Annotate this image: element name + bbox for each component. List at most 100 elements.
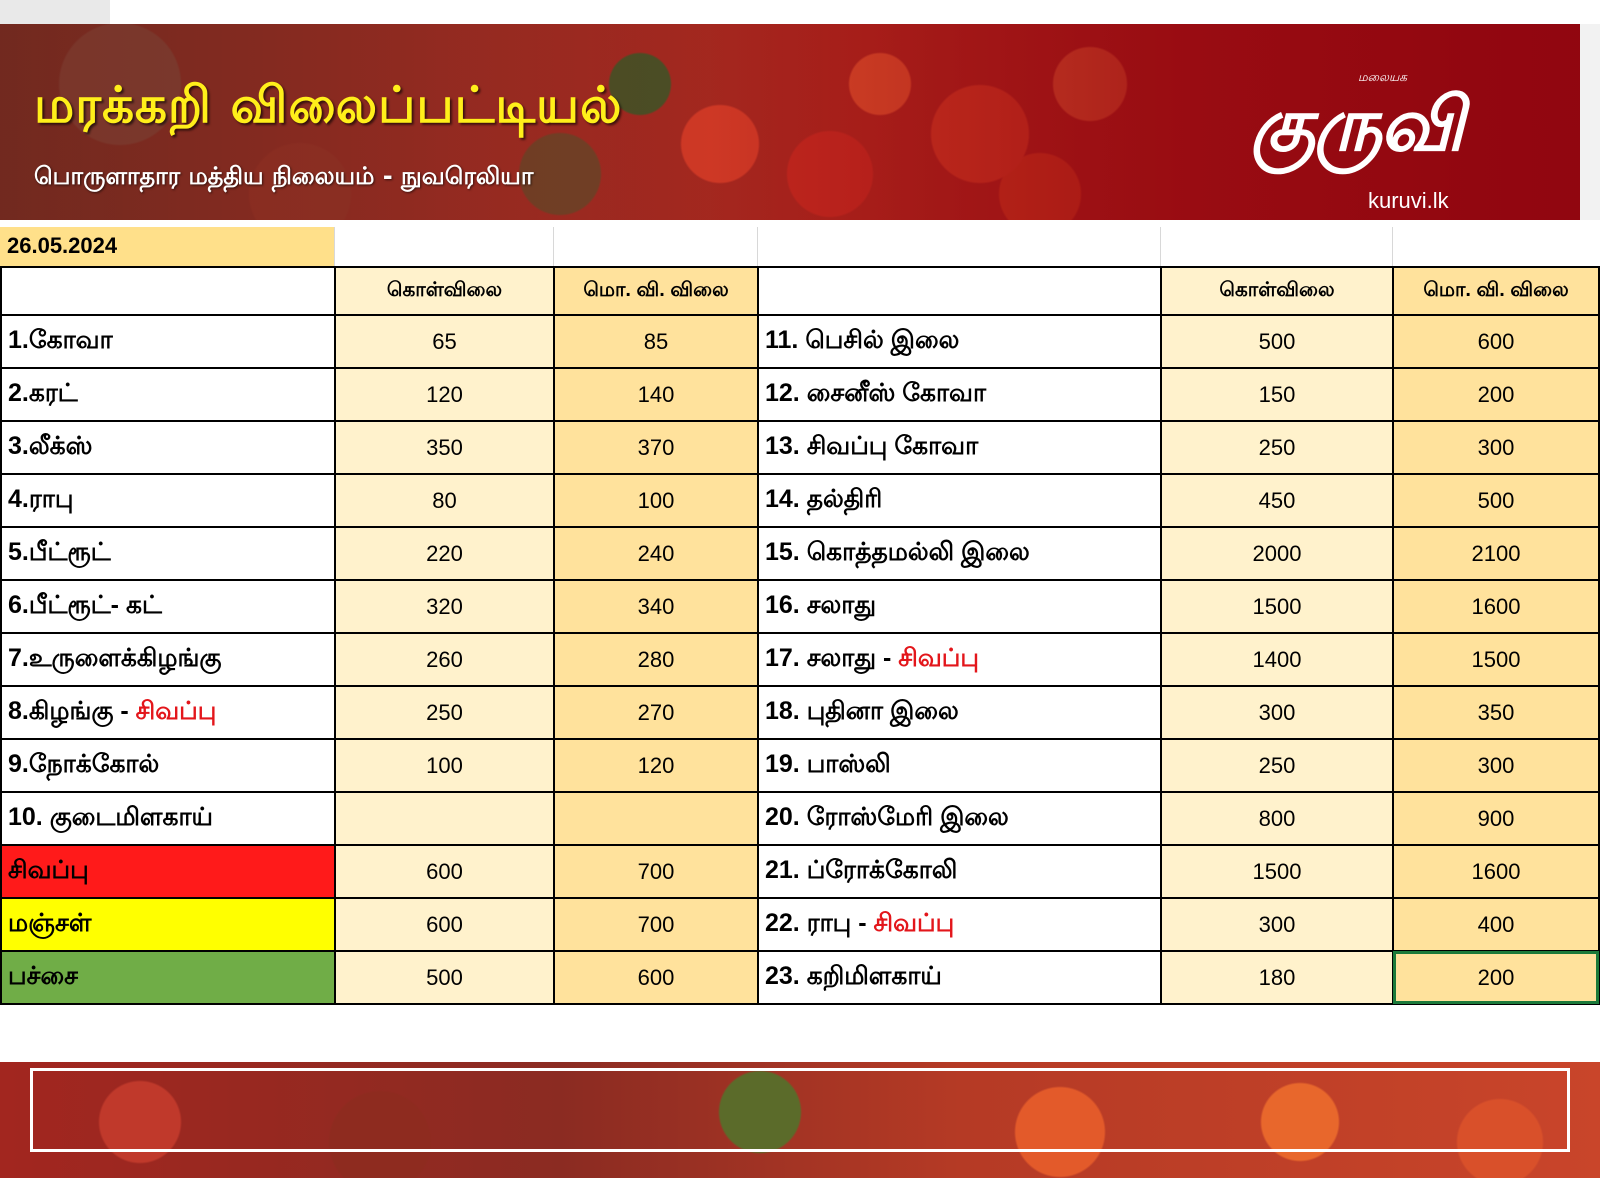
gridline [1392, 227, 1393, 266]
wholesale-price-cell: 500 [334, 950, 555, 1005]
header-banner: மரக்கறி விலைப்பட்டியல் பொருளாதார மத்திய … [0, 24, 1580, 220]
wholesale-price-cell: 250 [1160, 738, 1394, 793]
retail-price-cell: 200 [1392, 367, 1600, 422]
wholesale-price-cell: 800 [1160, 791, 1394, 846]
wholesale-price-cell: 1400 [1160, 632, 1394, 687]
wholesale-price-cell: 320 [334, 579, 555, 634]
item-name-cell: 12. சைனீஸ் கோவா [757, 367, 1162, 422]
item-name-cell: 5.பீட்ரூட் [0, 526, 336, 581]
item-name-cell: 6.பீட்ரூட்- கட் [0, 579, 336, 634]
price-table-body: கொள்விலை மொ. வி. விலை கொள்விலை மொ. வி. வ… [0, 266, 1600, 1005]
item-name: 19. பாஸ்லி [765, 749, 891, 778]
retail-price-cell: 200 [1392, 950, 1600, 1005]
retail-price-cell: 600 [1392, 314, 1600, 369]
page-subtitle: பொருளாதார மத்திய நிலையம் - நுவரெலியா [34, 162, 534, 190]
item-name: 2.கரட் [8, 378, 78, 407]
item-name-cell: 1.கோவா [0, 314, 336, 369]
item-name-cell: 9.நோக்கோல் [0, 738, 336, 793]
item-name: 10. குடைமிளகாய் [8, 802, 213, 831]
wholesale-price-cell: 1500 [1160, 579, 1394, 634]
retail-price-cell: 1600 [1392, 844, 1600, 899]
wholesale-price-cell: 300 [1160, 897, 1394, 952]
item-name-cell: பச்சை [0, 950, 336, 1005]
table-row: பச்சை 500 600 23. கறிமிளகாய் 180 200 [0, 950, 1600, 1005]
item-name-cell: 23. கறிமிளகாய் [757, 950, 1162, 1005]
top-strip [0, 0, 1600, 24]
item-name-cell: 10. குடைமிளகாய் [0, 791, 336, 846]
wholesale-price-cell: 600 [334, 897, 555, 952]
item-name: 20. ரோஸ்மேரி இலை [765, 802, 1009, 831]
footer-frame [30, 1068, 1570, 1152]
item-name: 1.கோவா [8, 325, 113, 354]
gridline [553, 227, 554, 266]
item-name: 17. சலாது - [765, 643, 899, 672]
table-row: மஞ்சள் 600 700 22. ராபு - சிவப்பு 300 400 [0, 897, 1600, 952]
logo-url: kuruvi.lk [1368, 188, 1449, 213]
table-row: 6.பீட்ரூட்- கட் 320 340 16. சலாது 1500 1600 [0, 579, 1600, 634]
table-header-row: கொள்விலை மொ. வி. விலை கொள்விலை மொ. வி. வ… [0, 266, 1600, 316]
item-variant-red: சிவப்பு [898, 643, 979, 672]
item-name-cell: 4.ராபு [0, 473, 336, 528]
item-name-cell: 16. சலாது [757, 579, 1162, 634]
item-name: 4.ராபு [8, 484, 74, 513]
wholesale-price-cell: 80 [334, 473, 555, 528]
table-row: 10. குடைமிளகாய் 20. ரோஸ்மேரி இலை 800 900 [0, 791, 1600, 846]
retail-price-cell: 350 [1392, 685, 1600, 740]
item-name-cell: 17. சலாது - சிவப்பு [757, 632, 1162, 687]
item-name-cell: 22. ராபு - சிவப்பு [757, 897, 1162, 952]
kuruvi-logo: மலையக குருவி kuruvi.lk [1250, 64, 1510, 220]
price-table: கொள்விலை மொ. வி. விலை கொள்விலை மொ. வி. வ… [0, 266, 1600, 1005]
wholesale-price-cell: 180 [1160, 950, 1394, 1005]
item-name: 16. சலாது [765, 590, 877, 619]
item-name: 12. சைனீஸ் கோவா [765, 378, 987, 407]
retail-price-cell: 140 [553, 367, 759, 422]
item-name: 15. கொத்தமல்லி இலை [765, 537, 1030, 566]
item-name-cell: 18. புதினா இலை [757, 685, 1162, 740]
footer-banner [0, 1062, 1600, 1178]
wholesale-price-cell: 2000 [1160, 526, 1394, 581]
wholesale-price-cell: 120 [334, 367, 555, 422]
wholesale-price-cell: 220 [334, 526, 555, 581]
wholesale-price-cell: 600 [334, 844, 555, 899]
item-name: மஞ்சள் [8, 908, 92, 937]
retail-price-cell: 280 [553, 632, 759, 687]
page-title: மரக்கறி விலைப்பட்டியல் [34, 76, 623, 134]
wholesale-price-cell: 350 [334, 420, 555, 475]
item-name: பச்சை [8, 961, 78, 990]
retail-price-cell [553, 791, 759, 846]
wholesale-price-cell: 250 [334, 685, 555, 740]
item-name-cell: 7.உருளைக்கிழங்கு [0, 632, 336, 687]
item-name-cell: 14. தல்திரி [757, 473, 1162, 528]
retail-price-cell: 300 [1392, 738, 1600, 793]
table-row: சிவப்பு 600 700 21. ப்ரோக்கோலி 1500 1600 [0, 844, 1600, 899]
item-name: 7.உருளைக்கிழங்கு [8, 643, 222, 672]
item-name: 3.லீக்ஸ் [8, 431, 93, 460]
retail-price-cell: 240 [553, 526, 759, 581]
column-header-wholesale: கொள்விலை [1160, 266, 1394, 316]
table-row: 1.கோவா 65 85 11. பெசில் இலை 500 600 [0, 314, 1600, 369]
item-name: 18. புதினா இலை [765, 696, 959, 725]
right-edge [1580, 24, 1600, 220]
retail-price-cell: 700 [553, 844, 759, 899]
wholesale-price-cell: 300 [1160, 685, 1394, 740]
table-row: 5.பீட்ரூட் 220 240 15. கொத்தமல்லி இலை 2000 21… [0, 526, 1600, 581]
retail-price-cell: 500 [1392, 473, 1600, 528]
table-row: 7.உருளைக்கிழங்கு 260 280 17. சலாது - சிவப்ப… [0, 632, 1600, 687]
item-name: 21. ப்ரோக்கோலி [765, 855, 958, 884]
item-name-cell: 2.கரட் [0, 367, 336, 422]
banner-shade [0, 24, 1580, 220]
item-name-cell: சிவப்பு [0, 844, 336, 899]
retail-price-cell: 900 [1392, 791, 1600, 846]
retail-price-cell: 1600 [1392, 579, 1600, 634]
logo-tagline: மலையக [1358, 70, 1407, 84]
wholesale-price-cell: 500 [1160, 314, 1394, 369]
wholesale-price-cell: 260 [334, 632, 555, 687]
wholesale-price-cell [334, 791, 555, 846]
item-variant-red: சிவப்பு [873, 908, 955, 937]
table-row: 3.லீக்ஸ் 350 370 13. சிவப்பு கோவா 250 300 [0, 420, 1600, 475]
retail-price-cell: 2100 [1392, 526, 1600, 581]
item-name-cell: 8.கிழங்கு - சிவப்பு [0, 685, 336, 740]
date-cell: 26.05.2024 [0, 227, 334, 266]
column-header-wholesale: கொள்விலை [334, 266, 555, 316]
item-name-cell: 20. ரோஸ்மேரி இலை [757, 791, 1162, 846]
